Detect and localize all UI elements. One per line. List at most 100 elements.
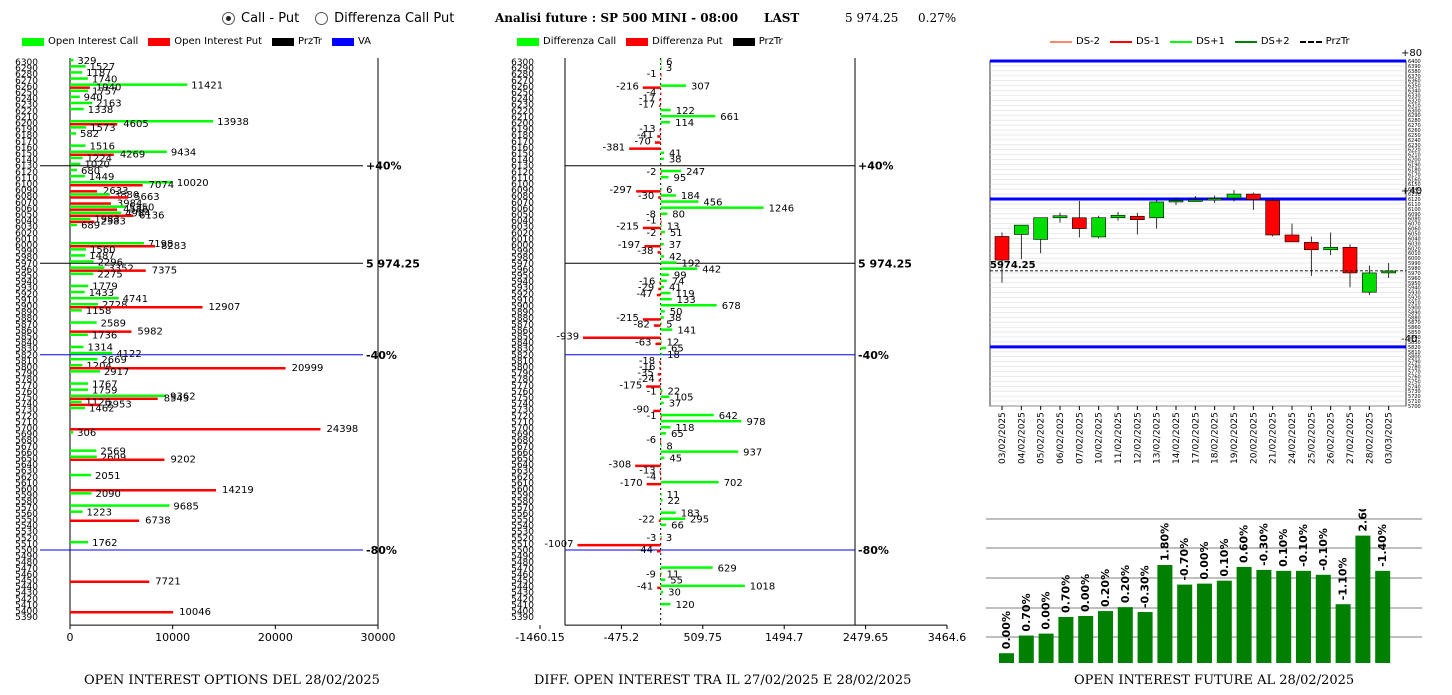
strike-label: 6080	[15, 192, 38, 202]
y-tick-label: 6380	[1408, 69, 1421, 75]
diff-call-value: 74	[672, 277, 685, 288]
strike-label: 5400	[15, 607, 38, 617]
diff-put-bar	[657, 550, 661, 553]
put-bar	[70, 580, 150, 583]
diff-put-bar	[658, 196, 661, 199]
diff-put-bar	[655, 342, 661, 346]
diff-call-bar	[660, 316, 664, 319]
y-tick-label: 6270	[1408, 123, 1421, 129]
diff-call-value: 1246	[769, 203, 794, 214]
y-tick-label: 5880	[1408, 315, 1421, 321]
diff-put-bar	[657, 251, 661, 254]
diff-put-value: -13	[639, 466, 655, 477]
strike-label: 6000	[15, 241, 38, 251]
strike-label: 5480	[15, 558, 38, 568]
strike-label: 5980	[15, 253, 38, 263]
call-value: 1338	[88, 105, 113, 116]
y-tick-label: 6150	[1408, 182, 1421, 188]
strike-label: 6200	[511, 119, 534, 129]
strike-label: 6210	[511, 113, 534, 123]
put-bar	[70, 184, 143, 187]
legend-left-label: Open Interest Call	[48, 36, 139, 47]
diff-put-value: -44	[637, 545, 653, 556]
diff-put-bar	[660, 74, 662, 77]
strike-label: 6030	[15, 223, 38, 233]
oi-bar-label: -1.10%	[1337, 557, 1350, 600]
diff-call-value: 1018	[750, 582, 775, 593]
strike-label: 5930	[15, 284, 38, 294]
legend-right-item: DS-1	[1110, 36, 1160, 47]
diff-put-value: -35	[637, 368, 653, 379]
call-bar	[70, 174, 85, 178]
y-tick-label: 5770	[1408, 370, 1421, 376]
diff-put-value: -1	[647, 411, 657, 422]
y-tick-label: 6400	[1408, 59, 1421, 65]
call-bar	[70, 382, 89, 385]
diff-put-bar	[635, 464, 661, 468]
y-tick-label: 5950	[1408, 281, 1421, 287]
date-label: 05/02/2025	[1037, 412, 1047, 464]
diff-call-value: 114	[675, 118, 694, 129]
diff-call-value: 3	[666, 533, 672, 544]
diff-call-bar	[660, 66, 662, 69]
call-value: 680	[81, 166, 100, 177]
legend-right-label: PrzTr	[1325, 36, 1350, 47]
diff-call-value: 51	[670, 228, 683, 239]
date-label: 19/02/2025	[1230, 412, 1240, 464]
radio-diff-call-put[interactable]: Differenza Call Put	[315, 11, 454, 26]
oi-bar-label: -0.30%	[1139, 565, 1152, 608]
strike-label: 5650	[15, 455, 38, 465]
call-value: 13938	[217, 117, 249, 128]
legend-left-item: Open Interest Call	[22, 36, 138, 47]
diff-put-value: -30	[638, 191, 654, 202]
y-tick-label: 6110	[1408, 202, 1421, 208]
strike-label: 5970	[15, 259, 38, 269]
candle-body	[1149, 201, 1164, 219]
strike-label: 6280	[15, 70, 38, 80]
future-candle-chart: 6400639063806370636063506340633063206310…	[989, 48, 1422, 464]
diff-call-value: 38	[669, 155, 682, 166]
candle-body	[1381, 270, 1396, 274]
radio-call-put[interactable]: Call - Put	[222, 11, 299, 26]
call-value: 1433	[89, 288, 114, 299]
diff-call-bar	[660, 157, 664, 161]
strike-label: 5420	[15, 595, 38, 605]
call-value: 1560	[90, 245, 115, 256]
diff-call-bar	[660, 279, 667, 283]
y-tick-label: 6080	[1408, 217, 1421, 223]
y-tick-label: 6330	[1408, 94, 1421, 100]
call-value: 2163	[96, 99, 121, 110]
diff-call-bar	[660, 188, 662, 191]
strike-label: 6050	[15, 211, 38, 221]
diff-call-value: 95	[674, 173, 687, 184]
diff-put-value: -24	[638, 374, 654, 385]
diff-call-value: 37	[669, 399, 682, 410]
strike-label: 5990	[511, 247, 534, 257]
strike-label: 5420	[511, 595, 534, 605]
y-tick-label: 6120	[1408, 197, 1421, 203]
legend-left-swatch	[272, 37, 294, 46]
strike-label: 5760	[511, 387, 534, 397]
diff-put-bar	[653, 409, 661, 413]
radio-diff-call-put-dot[interactable]	[315, 12, 329, 25]
call-bar	[70, 205, 125, 208]
diff-call-value: 22	[667, 386, 680, 397]
strike-label: 5680	[15, 436, 38, 446]
legend-mid-swatch	[732, 37, 755, 46]
oi-bar	[1018, 635, 1034, 663]
diff-put-bar	[660, 476, 662, 480]
radio-call-put-dot[interactable]	[222, 12, 235, 25]
date-label: 21/02/2025	[1269, 412, 1279, 464]
put-value: 2633	[103, 186, 128, 197]
strike-label: 5940	[511, 278, 534, 288]
y-tick-label: 6290	[1408, 113, 1421, 119]
y-tick-label: 5700	[1408, 404, 1421, 410]
put-bar	[70, 611, 174, 614]
put-bar	[70, 190, 98, 193]
diff-call-bar	[660, 194, 676, 197]
strike-label: 5540	[511, 522, 534, 532]
y-tick-label: 5820	[1408, 345, 1421, 351]
diff-call-bar	[660, 523, 667, 527]
call-bar	[70, 193, 110, 196]
diff-call-value: 105	[674, 393, 693, 404]
